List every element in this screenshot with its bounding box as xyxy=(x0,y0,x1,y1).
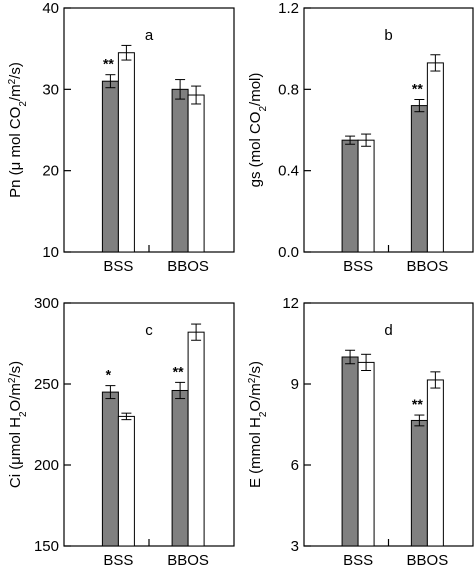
y-tick-label: 10 xyxy=(42,244,59,261)
panel-a: 10 20 30 40 BSS BBOS ** a Pn (μ mol CO2/m2/s) xyxy=(7,0,235,275)
category-label: BBOS xyxy=(407,258,449,275)
significance-marker: ** xyxy=(412,396,423,412)
y-tick-label: 20 xyxy=(42,163,59,180)
bar xyxy=(117,415,135,547)
bar xyxy=(171,389,189,547)
panel-b: 0.0 0.4 0.8 1.2 BSS BBOS ** b gs (mol CO2/mol) xyxy=(247,0,474,275)
y-tick-label: 1.2 xyxy=(278,0,299,17)
y-axis-label: Ci (μmol H2O/m2/s) xyxy=(7,361,29,488)
category-label: BBOS xyxy=(167,552,209,567)
category-label: BSS xyxy=(103,552,133,567)
significance-marker: ** xyxy=(103,56,114,72)
category-label: BSS xyxy=(343,552,373,567)
bar xyxy=(357,139,375,253)
panel-d: 3 6 9 12 BSS BBOS ** d E (mmol H2O/m2/s) xyxy=(247,295,474,567)
bar xyxy=(426,62,444,253)
panel-letter: b xyxy=(384,27,392,44)
panel-letter: c xyxy=(145,322,153,339)
y-tick-label: 6 xyxy=(291,457,299,474)
y-tick-label: 40 xyxy=(42,0,59,17)
y-tick-label: 250 xyxy=(34,376,59,393)
plot-frame xyxy=(63,302,235,547)
y-axis-label: E (mmol H2O/m2/s) xyxy=(247,361,269,488)
plot-frame xyxy=(303,302,474,547)
plot-frame xyxy=(63,7,235,253)
y-tick-label: 9 xyxy=(291,376,299,393)
bar xyxy=(357,361,375,547)
bar xyxy=(410,419,428,547)
bar xyxy=(101,391,119,547)
category-label: BSS xyxy=(343,258,373,275)
significance-marker: * xyxy=(106,367,112,383)
y-tick-label: 200 xyxy=(34,457,59,474)
bar xyxy=(341,139,359,253)
category-label: BSS xyxy=(103,258,133,275)
bar xyxy=(187,94,205,253)
y-tick-label: 150 xyxy=(34,538,59,555)
bar xyxy=(187,331,205,547)
panel-letter: d xyxy=(384,322,392,339)
bar xyxy=(410,105,428,253)
bar xyxy=(171,88,189,253)
panel-letter: a xyxy=(145,27,154,44)
y-tick-label: 300 xyxy=(34,295,59,312)
significance-marker: ** xyxy=(173,363,184,379)
y-axis-label: Pn (μ mol CO2/m2/s) xyxy=(7,62,29,198)
y-tick-label: 3 xyxy=(291,538,299,555)
category-label: BBOS xyxy=(407,552,449,567)
y-tick-label: 0.0 xyxy=(278,244,299,261)
y-tick-label: 30 xyxy=(42,81,59,98)
significance-marker: ** xyxy=(412,81,423,97)
bar xyxy=(117,52,135,253)
bar xyxy=(426,379,444,547)
y-tick-label: 12 xyxy=(282,295,299,312)
y-tick-label: 0.8 xyxy=(278,81,299,98)
y-tick-label: 0.4 xyxy=(278,163,299,180)
bar xyxy=(341,356,359,547)
category-label: BBOS xyxy=(167,258,209,275)
y-axis-label: gs (mol CO2/mol) xyxy=(247,73,269,188)
plot-frame xyxy=(303,7,474,253)
bar xyxy=(101,80,119,253)
